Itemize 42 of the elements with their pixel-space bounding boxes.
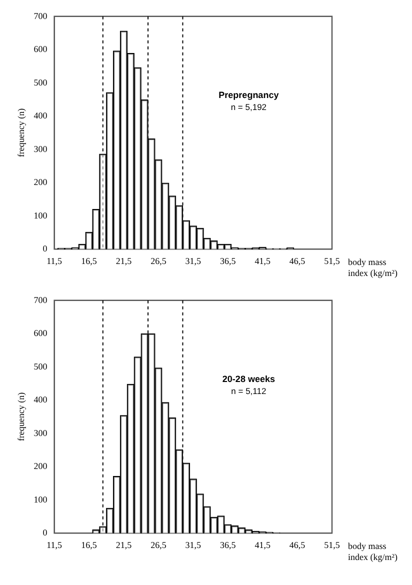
annotation: n = 5,192: [230, 102, 267, 112]
y-tick-label: 100: [34, 494, 48, 504]
annotation: Prepregnancy: [218, 90, 279, 100]
y-tick-label: 600: [34, 44, 48, 54]
x-tick-label: 31,5: [185, 540, 202, 550]
x-tick-label: 36,5: [220, 540, 236, 550]
x-tick-label: 46,5: [289, 256, 306, 266]
x-tick-label: 26,5: [150, 540, 167, 550]
y-tick-label: 200: [34, 177, 48, 188]
y-tick-label: 0: [42, 244, 48, 254]
y-tick-label: 200: [34, 461, 48, 472]
x-tick-label: 46,5: [289, 540, 306, 550]
y-tick-label: 500: [34, 361, 48, 372]
x-tick-label: 21,5: [116, 540, 132, 550]
x-tick-label: 11,5: [46, 540, 63, 550]
y-axis-title: frequency (n): [16, 392, 26, 442]
x-tick-label: 11,5: [46, 256, 63, 266]
y-tick-label: 700: [34, 10, 48, 21]
x-tick-label: 21,5: [116, 256, 132, 266]
x-tick-label: 41,5: [254, 540, 271, 550]
y-tick-label: 400: [34, 110, 48, 121]
x-axis-title: body mass index (kg/m²): [348, 541, 398, 562]
annotation: n = 5,112: [231, 386, 266, 396]
y-tick-label: 300: [34, 144, 48, 154]
x-axis-title: body mass index (kg/m²): [348, 257, 398, 278]
x-tick-label: 51,5: [324, 256, 340, 266]
y-tick-label: 500: [34, 77, 48, 88]
y-tick-label: 700: [34, 294, 48, 305]
x-tick-label: 36,5: [220, 256, 236, 266]
x-tick-label: 51,5: [324, 540, 340, 550]
x-tick-label: 41,5: [254, 256, 271, 266]
y-tick-label: 300: [34, 428, 48, 438]
y-tick-label: 400: [34, 394, 48, 405]
y-tick-label: 100: [34, 210, 48, 220]
x-tick-label: 26,5: [150, 256, 167, 266]
x-tick-label: 31,5: [185, 256, 202, 266]
annotation: 20-28 weeks: [222, 374, 275, 384]
y-tick-label: 600: [34, 328, 48, 338]
x-tick-label: 16,5: [81, 540, 98, 550]
x-tick-label: 16,5: [81, 256, 98, 266]
y-axis-title: frequency (n): [16, 108, 26, 158]
y-tick-label: 0: [42, 528, 48, 538]
